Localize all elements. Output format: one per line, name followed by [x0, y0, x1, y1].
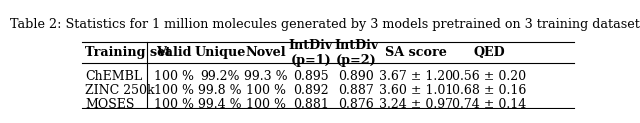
Text: 0.895: 0.895 [293, 70, 328, 83]
Text: 3.67 ± 1.20: 3.67 ± 1.20 [379, 70, 453, 83]
Text: Training set: Training set [85, 46, 171, 59]
Text: 99.8 %: 99.8 % [198, 84, 242, 97]
Text: Table 2: Statistics for 1 million molecules generated by 3 models pretrained on : Table 2: Statistics for 1 million molecu… [10, 18, 640, 31]
Text: 0.892: 0.892 [293, 84, 328, 97]
Text: Novel: Novel [246, 46, 286, 59]
Text: 0.74 ± 0.14: 0.74 ± 0.14 [452, 98, 526, 111]
Text: 0.887: 0.887 [339, 84, 374, 97]
Text: Valid: Valid [156, 46, 191, 59]
Text: IntDiv
(p=1): IntDiv (p=1) [289, 39, 333, 67]
Text: 3.60 ± 1.01: 3.60 ± 1.01 [379, 84, 453, 97]
Text: 100 %: 100 % [154, 70, 194, 83]
Text: 0.68 ± 0.16: 0.68 ± 0.16 [452, 84, 526, 97]
Text: 99.4 %: 99.4 % [198, 98, 242, 111]
Text: 100 %: 100 % [154, 98, 194, 111]
Text: 0.56 ± 0.20: 0.56 ± 0.20 [452, 70, 526, 83]
Text: ZINC 250k: ZINC 250k [85, 84, 155, 97]
Text: 0.881: 0.881 [292, 98, 328, 111]
Text: MOSES: MOSES [85, 98, 134, 111]
Text: 3.24 ± 0.97: 3.24 ± 0.97 [379, 98, 452, 111]
Text: 0.876: 0.876 [339, 98, 374, 111]
Text: SA score: SA score [385, 46, 447, 59]
Text: 0.890: 0.890 [339, 70, 374, 83]
Text: IntDiv
(p=2): IntDiv (p=2) [334, 39, 378, 67]
Text: 100 %: 100 % [246, 98, 286, 111]
Text: 99.2%: 99.2% [200, 70, 239, 83]
Text: ChEMBL: ChEMBL [85, 70, 142, 83]
Text: QED: QED [474, 46, 505, 59]
Text: Unique: Unique [194, 46, 246, 59]
Text: 100 %: 100 % [246, 84, 286, 97]
Text: 99.3 %: 99.3 % [244, 70, 288, 83]
Text: 100 %: 100 % [154, 84, 194, 97]
